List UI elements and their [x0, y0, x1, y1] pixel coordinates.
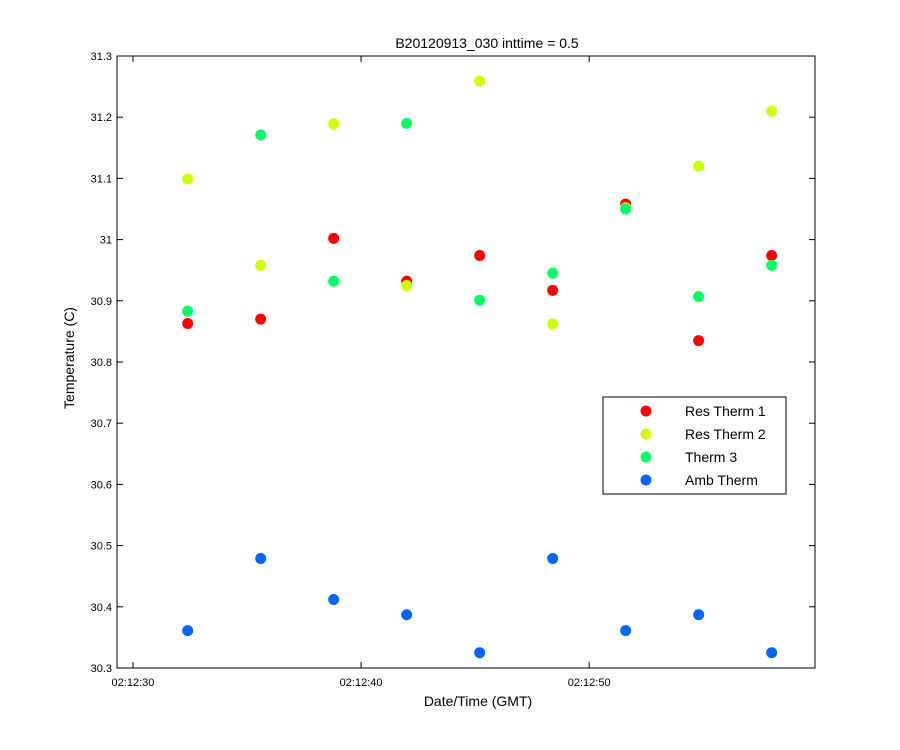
- point-amb-therm: [401, 609, 413, 621]
- y-tick-label: 31.1: [91, 173, 112, 185]
- legend-label: Amb Therm: [685, 472, 758, 488]
- y-tick-label: 31.2: [91, 112, 112, 124]
- x-tick-label: 02:12:50: [568, 677, 611, 689]
- point-therm-3: [693, 291, 705, 303]
- data-points: [182, 75, 778, 659]
- point-res-therm-2: [474, 75, 486, 87]
- point-res-therm-1: [766, 250, 778, 262]
- point-res-therm-1: [182, 317, 194, 329]
- chart-title: B20120913_030 inttime = 0.5: [395, 35, 579, 51]
- point-therm-3: [547, 267, 559, 279]
- y-tick-label: 30.9: [91, 296, 112, 308]
- legend-marker: [640, 405, 652, 417]
- x-axis-label: Date/Time (GMT): [424, 693, 532, 709]
- point-therm-3: [620, 203, 632, 215]
- point-res-therm-1: [328, 232, 340, 244]
- x-axis: 02:12:30 02:12:40 02:12:50: [112, 56, 611, 689]
- y-tick-label: 30.7: [91, 418, 112, 430]
- x-tick-label: 02:12:30: [112, 677, 155, 689]
- legend-label: Res Therm 2: [685, 426, 766, 442]
- point-therm-3: [255, 129, 267, 141]
- y-tick-label: 31.3: [91, 51, 112, 63]
- point-amb-therm: [547, 552, 559, 564]
- y-axis-label: Temperature (C): [61, 307, 77, 409]
- point-res-therm-1: [693, 335, 705, 347]
- legend-marker: [640, 474, 652, 486]
- point-res-therm-2: [547, 318, 559, 330]
- y-tick-label: 30.6: [91, 479, 112, 491]
- point-res-therm-2: [328, 118, 340, 130]
- point-res-therm-2: [766, 105, 778, 117]
- legend-box: [602, 396, 787, 495]
- point-amb-therm: [474, 647, 486, 659]
- point-therm-3: [474, 294, 486, 306]
- legend: Res Therm 1 Res Therm 2 Therm 3 Amb Therm: [602, 396, 787, 495]
- point-therm-3: [182, 305, 194, 317]
- point-therm-3: [401, 117, 413, 129]
- point-res-therm-2: [255, 259, 267, 271]
- point-amb-therm: [766, 647, 778, 659]
- point-res-therm-2: [693, 160, 705, 172]
- legend-label: Res Therm 1: [685, 403, 766, 419]
- y-tick-label: 30.3: [91, 663, 112, 675]
- y-axis: 30.3 30.4 30.5 30.6 30.7 30.8 30.9 31 31.1 31.2 31…: [91, 51, 815, 675]
- y-tick-label: 30.8: [91, 357, 112, 369]
- point-amb-therm: [182, 625, 194, 637]
- point-amb-therm: [328, 593, 340, 605]
- point-res-therm-1: [255, 313, 267, 325]
- point-amb-therm: [620, 625, 632, 637]
- point-therm-3: [328, 275, 340, 287]
- point-res-therm-2: [401, 280, 413, 291]
- x-tick-label: 02:12:40: [340, 677, 383, 689]
- legend-label: Therm 3: [685, 449, 737, 465]
- legend-marker: [640, 451, 652, 463]
- plot-background: [117, 56, 815, 668]
- y-tick-label: 30.5: [91, 541, 112, 553]
- y-tick-label: 30.4: [91, 602, 112, 614]
- point-res-therm-2: [182, 173, 194, 185]
- point-therm-3: [766, 259, 778, 271]
- point-amb-therm: [693, 609, 705, 621]
- point-res-therm-1: [547, 284, 559, 296]
- point-res-therm-1: [474, 250, 486, 262]
- legend-marker: [640, 428, 652, 440]
- point-amb-therm: [255, 552, 267, 564]
- y-tick-label: 31: [100, 235, 112, 247]
